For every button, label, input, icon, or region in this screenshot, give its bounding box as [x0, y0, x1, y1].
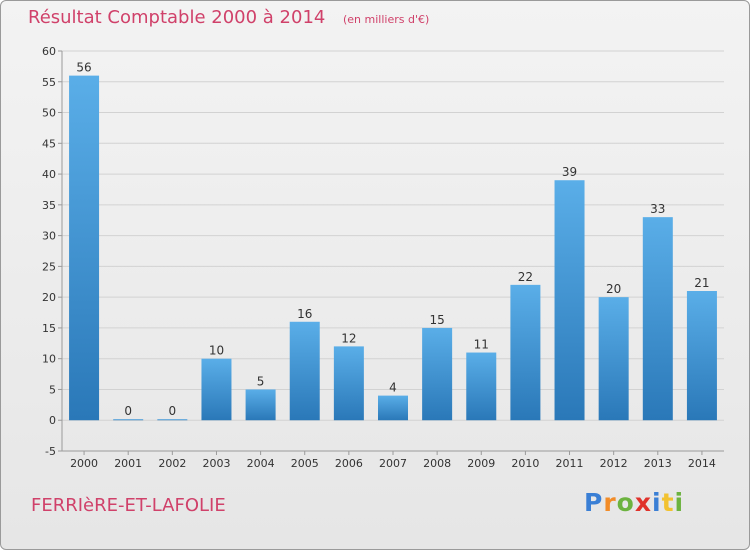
data-label-2012: 20	[606, 282, 621, 296]
bar-2003[interactable]	[201, 358, 232, 421]
data-label-2008: 15	[429, 313, 444, 327]
logo-letter: r	[603, 488, 617, 517]
y-tick-label: 5	[49, 383, 56, 396]
bar-2009[interactable]	[466, 352, 497, 421]
y-tick-label: 45	[42, 137, 56, 150]
x-tick-label: 2000	[70, 457, 98, 470]
x-tick-label: 2006	[335, 457, 363, 470]
x-tick-label: 2004	[247, 457, 275, 470]
proxiti-logo[interactable]: Proxiti	[584, 488, 684, 517]
y-tick-label: 30	[42, 230, 56, 243]
x-tick-label: 2013	[644, 457, 672, 470]
y-tick-label: 35	[42, 199, 56, 212]
data-label-2004: 5	[257, 374, 265, 388]
data-label-2005: 16	[297, 307, 312, 321]
y-tick-label: 10	[42, 353, 56, 366]
bar-2000[interactable]	[69, 75, 100, 421]
bar-2007[interactable]	[378, 395, 408, 421]
y-tick-label: 50	[42, 107, 56, 120]
y-tick-label: 15	[42, 322, 56, 335]
data-label-2014: 21	[694, 276, 709, 290]
x-tick-label: 2010	[511, 457, 539, 470]
x-tick-label: 2005	[291, 457, 319, 470]
logo-letter: x	[634, 488, 652, 517]
y-tick-label: 0	[49, 414, 56, 427]
data-label-2011: 39	[562, 165, 577, 179]
logo-letter: P	[584, 488, 604, 517]
x-tick-label: 2009	[467, 457, 495, 470]
y-tick-label: 60	[42, 45, 56, 58]
data-label-2000: 56	[76, 61, 91, 75]
data-label-2003: 10	[209, 344, 224, 358]
data-label-2013: 33	[650, 202, 665, 216]
logo-letter: t	[661, 488, 675, 517]
commune-name: FERRIèRE-ET-LAFOLIE	[31, 495, 226, 516]
data-label-2006: 12	[341, 331, 356, 345]
bar-2002[interactable]	[157, 419, 188, 421]
data-label-2001: 0	[124, 404, 132, 418]
y-tick-label: 25	[42, 260, 56, 273]
x-tick-label: 2007	[379, 457, 407, 470]
bar-2004[interactable]	[245, 389, 276, 421]
bar-2005[interactable]	[289, 321, 320, 421]
x-tick-label: 2002	[158, 457, 186, 470]
x-tick-label: 2014	[688, 457, 716, 470]
chart-title: Résultat Comptable 2000 à 2014	[28, 7, 326, 28]
bar-2014[interactable]	[686, 291, 717, 421]
data-label-2010: 22	[518, 270, 533, 284]
bar-2012[interactable]	[598, 297, 629, 421]
x-tick-label: 2012	[600, 457, 628, 470]
bar-2011[interactable]	[554, 180, 585, 421]
y-tick-label: 20	[42, 291, 56, 304]
bar-2006[interactable]	[333, 346, 364, 421]
bar-2010[interactable]	[510, 284, 541, 421]
logo-letter: i	[674, 488, 685, 517]
chart-subtitle: (en milliers d'€)	[343, 13, 430, 26]
x-tick-label: 2001	[114, 457, 142, 470]
data-label-2009: 11	[474, 338, 489, 352]
bar-layer	[69, 75, 717, 421]
label-layer: 56 0 0 10 5 16 12 4 15 11 22 39 20 33 21	[76, 61, 709, 419]
x-tick-label: 2011	[556, 457, 584, 470]
x-tick-label: 2008	[423, 457, 451, 470]
bar-2001[interactable]	[113, 419, 144, 421]
bar-2008[interactable]	[422, 327, 453, 421]
logo-letter: o	[616, 488, 635, 517]
data-label-2002: 0	[169, 404, 177, 418]
y-tick-label: 55	[42, 76, 56, 89]
y-tick-label: -5	[45, 445, 56, 458]
y-tick-label: 40	[42, 168, 56, 181]
logo-letter: i	[652, 488, 662, 517]
bar-2013[interactable]	[642, 217, 673, 421]
data-label-2007: 4	[389, 381, 397, 395]
x-tick-label: 2003	[202, 457, 230, 470]
